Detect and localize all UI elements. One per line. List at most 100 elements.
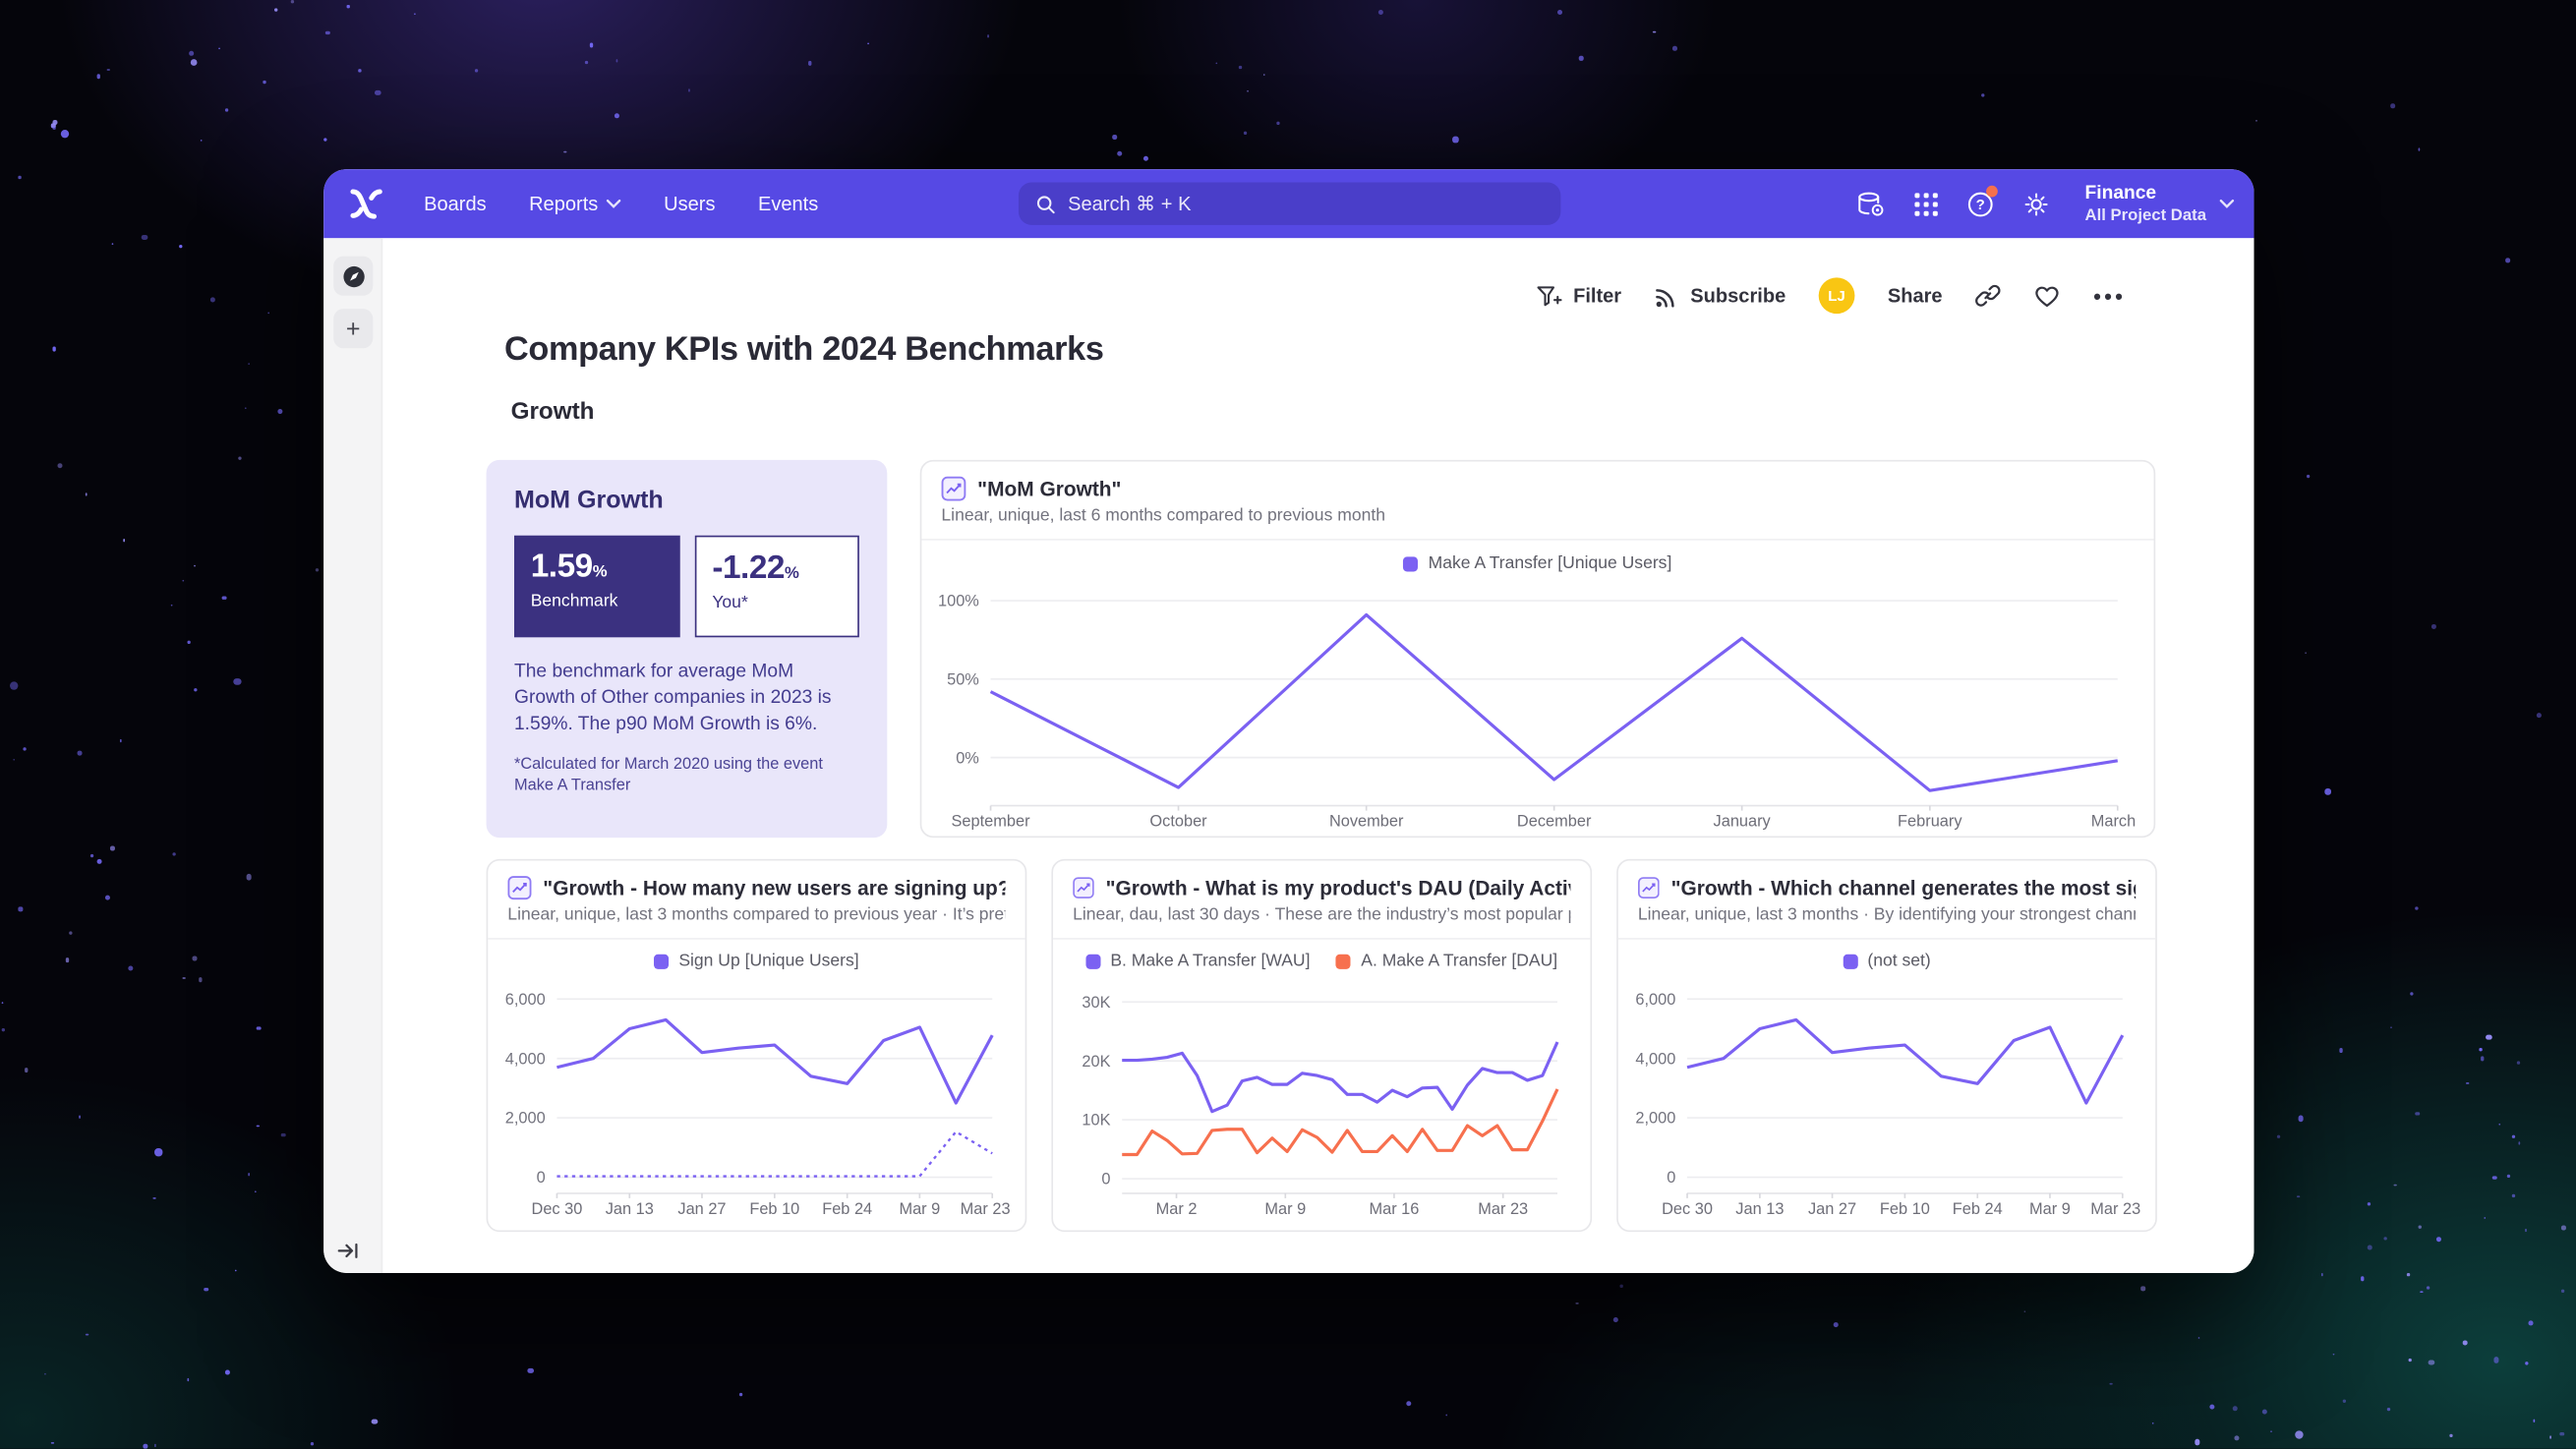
line-chart: 30K 20K 10K 0 Mar 2 Mar 9 Mar 16 Mar 23 — [1082, 994, 1559, 1218]
svg-text:Mar 2: Mar 2 — [1156, 1200, 1198, 1218]
nav-item-events[interactable]: Events — [758, 192, 818, 214]
svg-text:Feb 10: Feb 10 — [1880, 1200, 1930, 1218]
chart-subtitle: Linear, unique, last 3 months · By ident… — [1637, 904, 2136, 925]
data-management-icon[interactable] — [1855, 190, 1887, 217]
svg-text:Dec 30: Dec 30 — [1662, 1200, 1713, 1218]
chart-plot-area: 6,000 4,000 2,000 0 Dec 30 Jan 13 Jan 27 Feb 10… — [1618, 971, 2155, 1221]
legend-item[interactable]: Make A Transfer [Unique Users] — [1403, 553, 1672, 574]
chart-plot-area: 6,000 4,000 2,000 0 Dec 30 Jan 13 Jan 27 Feb 10… — [488, 971, 1025, 1221]
heart-icon — [2035, 285, 2060, 307]
plus-icon: + — [345, 314, 361, 343]
chart-subtitle: Linear, dau, last 30 days · These are th… — [1073, 904, 1570, 925]
svg-text:0: 0 — [1101, 1171, 1110, 1188]
nav-item-label: Reports — [529, 192, 599, 215]
benchmark-card[interactable]: MoM Growth 1.59% Benchmark -1.22% You* T… — [486, 459, 888, 839]
help-icon[interactable]: ? — [1966, 184, 1998, 217]
project-subtitle: All Project Data — [2084, 206, 2207, 225]
legend-swatch — [654, 953, 670, 968]
project-switcher[interactable]: Finance All Project Data — [2085, 183, 2235, 224]
legend-item[interactable]: Sign Up [Unique Users] — [654, 951, 859, 971]
svg-text:20K: 20K — [1082, 1053, 1110, 1071]
nav-item-users[interactable]: Users — [664, 192, 715, 214]
chart-header: "Growth - What is my product's DAU (Dail… — [1053, 861, 1591, 940]
svg-text:Mar 9: Mar 9 — [2029, 1200, 2071, 1218]
nav-item-boards[interactable]: Boards — [424, 192, 487, 214]
avatar-initials: LJ — [1828, 287, 1845, 305]
svg-text:Mar 9: Mar 9 — [899, 1200, 940, 1218]
svg-text:10K: 10K — [1082, 1112, 1110, 1130]
new-board-button[interactable]: + — [333, 309, 374, 349]
legend-label: B. Make A Transfer [WAU] — [1110, 951, 1311, 971]
link-icon — [1975, 284, 2002, 307]
nav-item-label: Events — [757, 192, 819, 215]
svg-text:0: 0 — [537, 1169, 546, 1187]
compass-icon — [342, 265, 364, 287]
notification-dot — [1986, 184, 1998, 197]
expand-sidebar-button[interactable] — [337, 1241, 360, 1262]
benchmark-label: Benchmark — [530, 591, 618, 611]
chart-title: "Growth - Which channel generates the mo… — [1670, 876, 2137, 899]
settings-gear-icon[interactable] — [2022, 190, 2050, 217]
benchmark-values: 1.59% Benchmark -1.22% You* — [513, 535, 859, 638]
favorite-button[interactable] — [2034, 283, 2061, 308]
benchmark-footnote: *Calculated for March 2020 using the eve… — [513, 754, 823, 795]
svg-text:4,000: 4,000 — [1635, 1050, 1675, 1068]
legend-swatch — [1085, 953, 1101, 968]
chart-card-channels[interactable]: "Growth - Which channel generates the mo… — [1616, 858, 2157, 1233]
ellipsis-icon: ••• — [2093, 283, 2127, 309]
chart-subtitle: Linear, unique, last 3 months compared t… — [507, 904, 1005, 925]
legend-item[interactable]: B. Make A Transfer [WAU] — [1085, 951, 1311, 971]
svg-text:0%: 0% — [956, 749, 979, 767]
share-button[interactable]: Share — [1888, 284, 1943, 307]
you-label: You* — [712, 593, 748, 613]
svg-text:Mar 9: Mar 9 — [1264, 1200, 1306, 1218]
chart-legend: Sign Up [Unique Users] — [488, 951, 1025, 971]
legend-item[interactable]: A. Make A Transfer [DAU] — [1336, 951, 1557, 971]
legend-item[interactable]: (not set) — [1843, 951, 1931, 971]
you-value: -1.22 — [712, 550, 786, 587]
svg-text:6,000: 6,000 — [505, 991, 546, 1009]
chart-header: "Growth - Which channel generates the mo… — [1617, 861, 2156, 940]
chart-header: "MoM Growth" Linear, unique, last 6 mont… — [921, 462, 2154, 541]
svg-text:4,000: 4,000 — [505, 1050, 546, 1068]
nav-item-reports[interactable]: Reports — [529, 192, 621, 215]
copy-link-button[interactable] — [1975, 282, 2002, 309]
benchmark-description: The benchmark for average MoM Growth of … — [513, 662, 832, 734]
subscribe-button[interactable]: Subscribe — [1655, 283, 1786, 308]
svg-text:Feb 24: Feb 24 — [822, 1200, 872, 1218]
apps-grid-icon[interactable] — [1914, 192, 1939, 216]
nav-right-cluster: ? Finance All Project Data — [1855, 169, 2235, 238]
chevron-down-icon — [2219, 199, 2235, 208]
avatar[interactable]: LJ — [1818, 277, 1855, 315]
chart-header: "Growth - How many new users are signing… — [488, 861, 1025, 940]
search-icon — [1035, 193, 1057, 214]
boards-compass-button[interactable] — [333, 256, 374, 296]
chevron-down-icon — [606, 199, 621, 208]
share-label: Share — [1887, 284, 1943, 308]
legend-label: (not set) — [1867, 951, 1931, 971]
board-content: Filter Subscribe LJ Share — [382, 238, 2254, 1273]
chart-card-dau[interactable]: "Growth - What is my product's DAU (Dail… — [1051, 858, 1593, 1233]
nav-menu: Boards Reports Users Events — [424, 192, 818, 214]
benchmark-card-title: MoM Growth — [513, 486, 664, 514]
line-chart-report-icon — [1073, 877, 1094, 898]
line-chart: 6,000 4,000 2,000 0 Dec 30 Jan 13 Jan 27 Feb 10… — [1635, 991, 2140, 1218]
search-input[interactable]: Search ⌘ + K — [1018, 182, 1561, 225]
chart-card-signups[interactable]: "Growth - How many new users are signing… — [486, 858, 1027, 1233]
chart-legend: (not set) — [1618, 951, 2155, 971]
filter-button[interactable]: Filter — [1536, 283, 1621, 308]
app-window: Boards Reports Users Events Search ⌘ + K — [323, 169, 2254, 1273]
left-rail: + — [323, 238, 383, 1273]
svg-text:Mar 23: Mar 23 — [2090, 1200, 2140, 1218]
chart-card-mom-growth[interactable]: "MoM Growth" Linear, unique, last 6 mont… — [919, 459, 2156, 839]
page-title: Company KPIs with 2024 Benchmarks — [503, 329, 1104, 369]
legend-label: Make A Transfer [Unique Users] — [1428, 553, 1672, 574]
line-chart-report-icon — [507, 876, 532, 900]
svg-text:30K: 30K — [1082, 994, 1110, 1012]
more-options-button[interactable]: ••• — [2093, 283, 2126, 308]
funnel-plus-icon — [1536, 285, 1561, 306]
svg-text:Jan 27: Jan 27 — [1808, 1200, 1856, 1218]
mixpanel-logo-icon[interactable] — [345, 182, 387, 224]
nav-item-label: Boards — [424, 192, 487, 215]
svg-text:50%: 50% — [947, 670, 979, 688]
